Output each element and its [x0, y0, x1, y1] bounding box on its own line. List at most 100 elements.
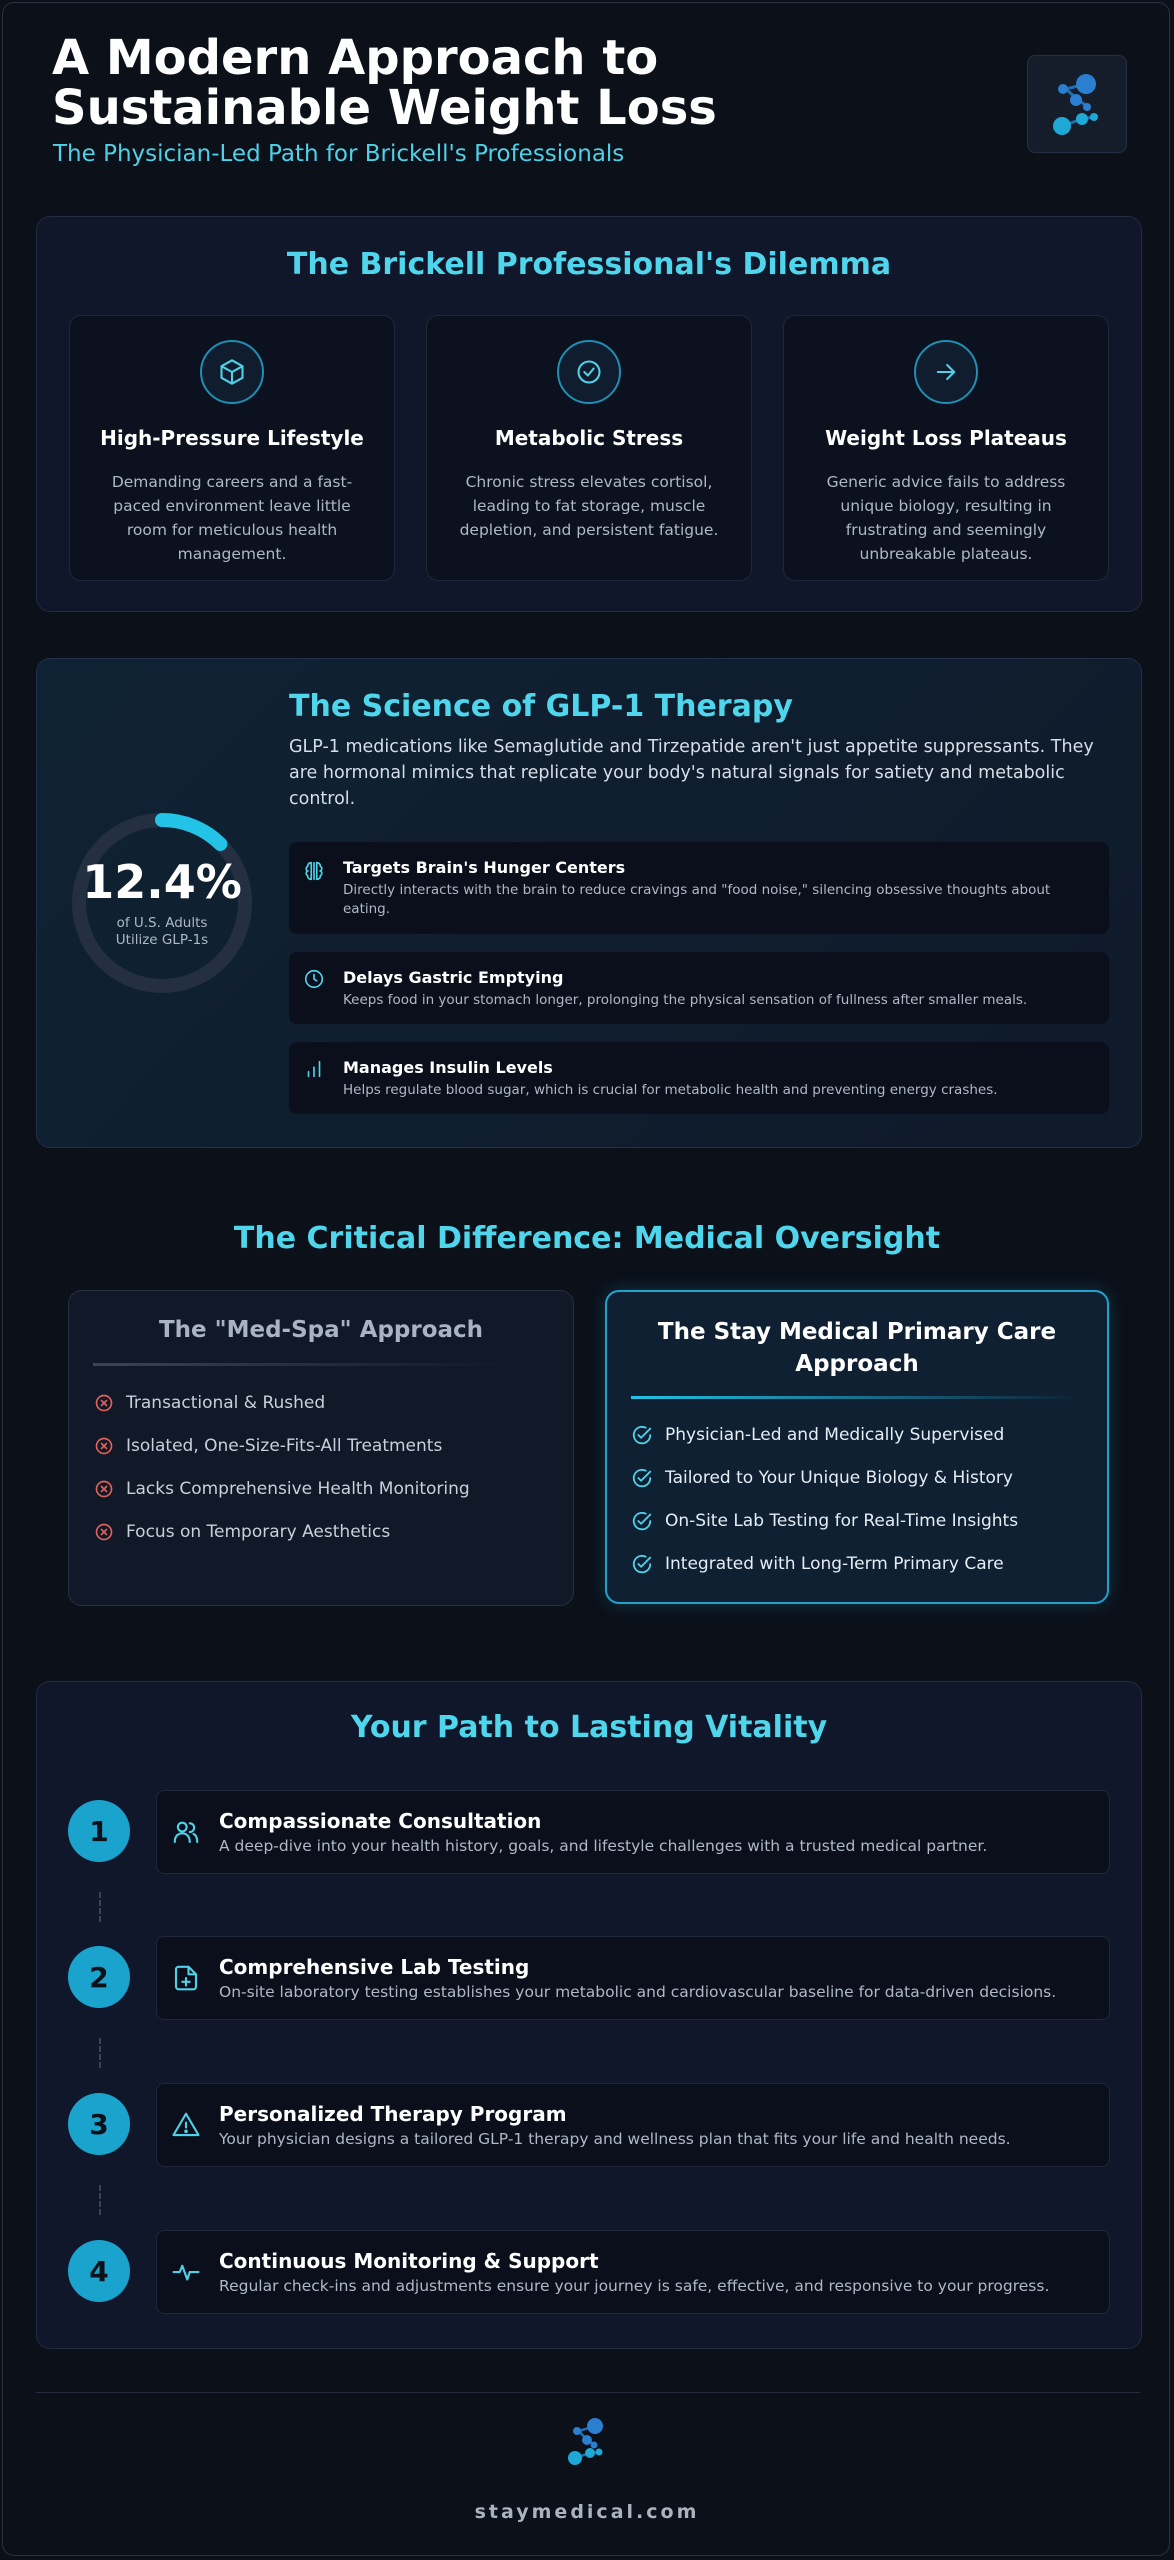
stat-value: 12.4%	[82, 855, 242, 909]
check-circle-icon	[632, 1511, 652, 1531]
science-section: 12.4% of U.S. Adults Utilize GLP-1s The …	[36, 658, 1142, 1148]
step-card: Personalized Therapy Program Your physic…	[156, 2083, 1110, 2167]
dilemma-card-title: High-Pressure Lifestyle	[100, 426, 364, 450]
path-title: Your Path to Lasting Vitality	[350, 1710, 828, 1745]
science-feature: Delays Gastric Emptying Keeps food in yo…	[289, 952, 1109, 1024]
medspa-item: Lacks Comprehensive Health Monitoring	[94, 1477, 470, 1501]
staymedical-divider	[631, 1396, 1081, 1399]
step-number: 2	[68, 1946, 130, 2008]
staymedical-item: Integrated with Long-Term Primary Care	[631, 1552, 1004, 1576]
stat-ring: 12.4% of U.S. Adults Utilize GLP-1s	[70, 811, 254, 995]
file-plus-icon	[174, 1965, 198, 1991]
dilemma-icon-circle	[914, 340, 978, 404]
medspa-card: The "Med-Spa" Approach Transactional & R…	[68, 1290, 574, 1606]
science-feature-body: Targets Brain's Hunger Centers Directly …	[343, 858, 1093, 919]
arrow-right-icon	[936, 363, 956, 381]
pulse-icon	[172, 2264, 200, 2281]
medspa-item-label: Isolated, One-Size-Fits-All Treatments	[126, 1436, 443, 1456]
dilemma-card-text: Generic advice fails to address unique b…	[826, 473, 1066, 563]
science-feature-body: Delays Gastric Emptying Keeps food in yo…	[343, 968, 1093, 1010]
step-connector	[99, 2038, 101, 2068]
dilemma-card: Weight Loss Plateaus Generic advice fail…	[783, 315, 1109, 581]
step-card: Comprehensive Lab Testing On-site labora…	[156, 1936, 1110, 2020]
header-logo	[1027, 55, 1127, 153]
dilemma-card: High-Pressure Lifestyle Demanding career…	[69, 315, 395, 581]
x-circle-icon	[95, 1480, 113, 1498]
check-circle-icon	[632, 1425, 652, 1445]
medspa-title: The "Med-Spa" Approach	[158, 1317, 484, 1343]
dilemma-card-title: Weight Loss Plateaus	[825, 426, 1067, 450]
step-number: 4	[68, 2240, 130, 2302]
science-feature: Manages Insulin Levels Helps regulate bl…	[289, 1042, 1109, 1114]
step-number: 1	[68, 1800, 130, 1862]
science-feature-text: Directly interacts with the brain to red…	[343, 882, 1051, 917]
dilemma-section: The Brickell Professional's Dilemma High…	[36, 216, 1142, 612]
path-section: Your Path to Lasting Vitality 1 Compassi…	[36, 1681, 1142, 2349]
step-card: Continuous Monitoring & Support Regular …	[156, 2230, 1110, 2314]
stat-label-line: Utilize GLP-1s	[115, 932, 209, 948]
medspa-item: Isolated, One-Size-Fits-All Treatments	[94, 1434, 442, 1458]
footer-domain[interactable]: staymedical.com	[474, 2501, 700, 2523]
check-circle-icon	[632, 1554, 652, 1574]
step-card: Compassionate Consultation A deep-dive i…	[156, 1790, 1110, 1874]
footer-divider	[36, 2392, 1140, 2393]
stat-ring-graphic	[72, 813, 252, 993]
dilemma-card-title: Metabolic Stress	[494, 426, 684, 450]
staymedical-item-label: Integrated with Long-Term Primary Care	[665, 1554, 1004, 1574]
medspa-divider	[93, 1363, 513, 1366]
science-feature-text: Keeps food in your stomach longer, prolo…	[343, 992, 1028, 1008]
medspa-item: Transactional & Rushed	[94, 1391, 325, 1415]
staymedical-title-line: Approach	[795, 1351, 919, 1377]
staymedical-item-label: On-Site Lab Testing for Real-Time Insigh…	[665, 1511, 1019, 1531]
science-feature-text: Helps regulate blood sugar, which is cru…	[343, 1082, 998, 1098]
science-feature: Targets Brain's Hunger Centers Directly …	[289, 842, 1109, 934]
staymedical-item-label: Physician-Led and Medically Supervised	[665, 1425, 1005, 1445]
step-text: On-site laboratory testing establishes y…	[219, 1983, 1057, 2001]
page-subtitle: The Physician-Led Path for Brickell's Pr…	[53, 141, 625, 167]
staymedical-title-line: The Stay Medical Primary Care	[657, 1319, 1057, 1345]
science-feature-body: Manages Insulin Levels Helps regulate bl…	[343, 1058, 1093, 1100]
dilemma-card-text: Chronic stress elevates cortisol, leadin…	[459, 473, 719, 539]
page-title: A Modern Approach to Sustainable Weight …	[52, 30, 717, 136]
science-feature-title: Manages Insulin Levels	[343, 1058, 553, 1077]
dilemma-card-text: Demanding careers and a fast-paced envir…	[111, 473, 353, 563]
stat-label: of U.S. Adults Utilize GLP-1s	[70, 915, 254, 949]
dilemma-title: The Brickell Professional's Dilemma	[286, 247, 892, 282]
medspa-item-label: Transactional & Rushed	[126, 1393, 326, 1413]
step-connector	[99, 2185, 101, 2215]
stat-label-line: of U.S. Adults	[116, 915, 208, 931]
dilemma-icon-circle	[200, 340, 264, 404]
step-text: Regular check-ins and adjustments ensure…	[219, 2277, 1050, 2295]
staymedical-title: The Stay Medical Primary Care Approach	[607, 1316, 1107, 1380]
difference-title: The Critical Difference: Medical Oversig…	[233, 1221, 941, 1256]
cube-icon	[220, 359, 244, 385]
warning-triangle-icon	[172, 2112, 200, 2137]
step-body: Comprehensive Lab Testing On-site labora…	[219, 1955, 1099, 2001]
medspa-item-label: Focus on Temporary Aesthetics	[126, 1522, 391, 1542]
step-title: Personalized Therapy Program	[219, 2102, 567, 2126]
dilemma-card: Metabolic Stress Chronic stress elevates…	[426, 315, 752, 581]
science-title: The Science of GLP-1 Therapy	[289, 689, 793, 724]
x-circle-icon	[95, 1437, 113, 1455]
clock-icon	[304, 969, 324, 989]
check-circle-icon	[632, 1468, 652, 1488]
step-body: Personalized Therapy Program Your physic…	[219, 2102, 1099, 2148]
medspa-item-label: Lacks Comprehensive Health Monitoring	[126, 1479, 470, 1499]
science-feature-title: Targets Brain's Hunger Centers	[343, 858, 626, 877]
dilemma-icon-circle	[557, 340, 621, 404]
staymedical-item: Physician-Led and Medically Supervised	[631, 1423, 1004, 1447]
molecule-logo-icon	[568, 2418, 603, 2465]
staymedical-item-label: Tailored to Your Unique Biology & Histor…	[665, 1468, 1013, 1488]
step-title: Comprehensive Lab Testing	[219, 1955, 530, 1979]
science-feature-title: Delays Gastric Emptying	[343, 968, 564, 987]
step-connector	[99, 1892, 101, 1922]
step-text: A deep-dive into your health history, go…	[219, 1837, 988, 1855]
staymedical-card: The Stay Medical Primary Care Approach P…	[605, 1290, 1109, 1604]
step-text: Your physician designs a tailored GLP-1 …	[219, 2130, 1011, 2148]
step-title: Continuous Monitoring & Support	[219, 2249, 599, 2273]
staymedical-item: Tailored to Your Unique Biology & Histor…	[631, 1466, 1013, 1490]
step-body: Continuous Monitoring & Support Regular …	[219, 2249, 1099, 2295]
step-body: Compassionate Consultation A deep-dive i…	[219, 1809, 1099, 1855]
x-circle-icon	[95, 1394, 113, 1412]
science-intro: GLP-1 medications like Semaglutide and T…	[289, 737, 1094, 809]
